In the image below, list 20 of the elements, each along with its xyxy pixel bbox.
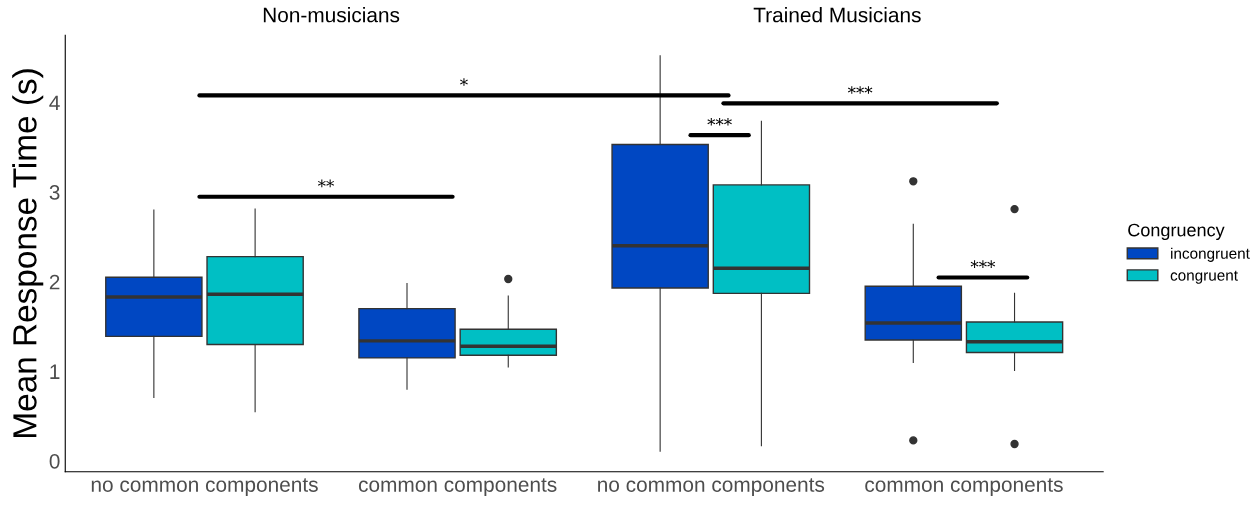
- y-tick-label: 0: [49, 453, 60, 469]
- x-tick-label: common components: [358, 478, 557, 497]
- x-tick-label: common components: [865, 478, 1063, 497]
- annotation: *: [460, 78, 468, 86]
- y-tick-label: 2: [49, 274, 60, 290]
- legend-label: congruent: [1170, 270, 1238, 284]
- annotation: ***: [707, 118, 732, 126]
- text: Non-musicians: [263, 7, 400, 23]
- annotation: ***: [847, 86, 873, 94]
- x-tick-label: no common components: [91, 478, 318, 497]
- legend-title: Congruency: [1128, 223, 1225, 240]
- text: Trained Musicians: [753, 7, 921, 23]
- y-tick-label: 1: [50, 364, 60, 379]
- annotation: **: [317, 179, 335, 188]
- annotation: ***: [970, 260, 996, 268]
- legend-label: incongruent: [1171, 247, 1250, 262]
- y-tick-label: 4: [49, 95, 60, 110]
- y-axis-title: Mean Response Time (s): [12, 69, 44, 437]
- y-tick-label: 3: [49, 185, 60, 200]
- x-tick-label: no common components: [598, 478, 825, 497]
